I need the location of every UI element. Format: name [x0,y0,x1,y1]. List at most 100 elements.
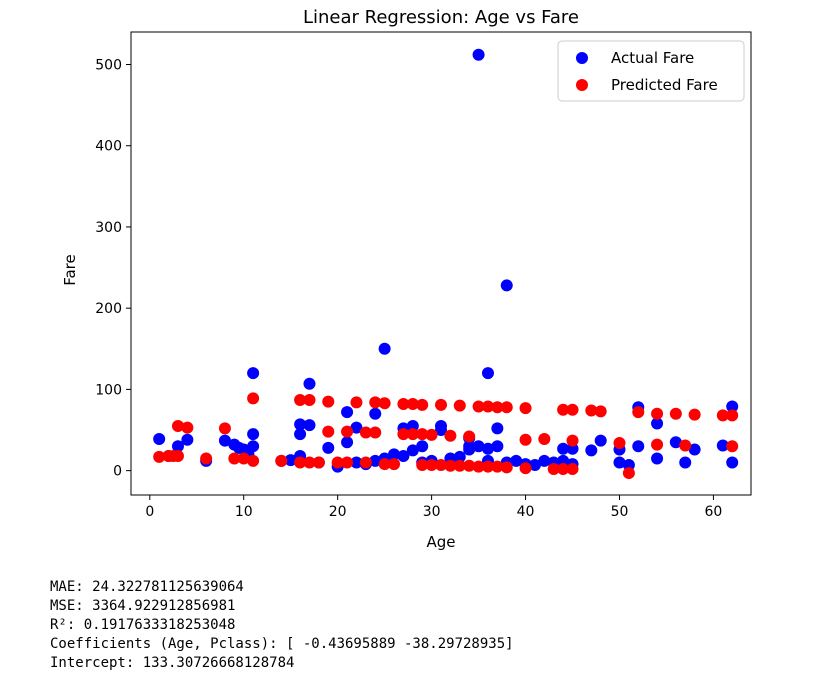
predicted-fare-point [247,454,260,467]
actual-fare-point [378,342,391,355]
plot-frame [130,31,752,496]
predicted-fare-point [463,459,476,472]
predicted-fare-point [594,405,607,418]
x-tick-label: 40 [517,504,535,520]
actual-fare-point [247,440,260,453]
series-actual-fare [153,48,739,473]
actual-fare-point [491,422,504,435]
predicted-fare-point [566,463,579,476]
legend-marker-predicted [576,79,588,91]
actual-fare-point [303,419,316,432]
predicted-fare-point [171,450,184,463]
predicted-fare-point [716,409,729,422]
scatter-chart: Linear Regression: Age vs Fare 0 10 20 30 40… [61,7,752,551]
predicted-fare-point [435,398,447,411]
y-axis-label: Fare [61,254,79,286]
x-tick-label: 0 [145,504,154,520]
legend: Actual Fare Predicted Fare [557,40,745,102]
predicted-fare-point [237,452,250,465]
actual-fare-point [613,456,626,469]
predicted-fare-point [294,393,307,406]
predicted-fare-point [472,400,485,413]
legend-label-predicted: Predicted Fare [611,76,718,94]
actual-fare-point [294,418,307,431]
y-tick-label: 500 [95,57,122,73]
predicted-fare-point [303,393,316,406]
predicted-fare-point [679,439,692,452]
actual-fare-point [472,440,485,453]
actual-fare-point [585,444,598,457]
predicted-fare-point [294,456,307,469]
actual-fare-point [218,434,231,447]
predicted-fare-point [557,463,570,476]
actual-fare-point [369,454,382,467]
actual-fare-point [453,450,466,463]
series-predicted-fare [153,392,739,480]
predicted-fare-point [341,425,354,438]
predicted-fare-point [350,396,363,409]
actual-fare-point [369,407,382,420]
predicted-fare-point [453,459,466,472]
actual-fare-point [181,433,194,446]
predicted-fare-point [519,433,532,446]
predicted-fare-point [557,403,570,416]
predicted-fare-point [181,421,194,434]
actual-fare-point [538,454,551,467]
predicted-fare-point [359,456,372,469]
actual-fare-point [284,454,297,467]
actual-fare-point [716,439,729,452]
actual-fare-point [322,441,335,454]
predicted-fare-point [519,462,532,475]
actual-fare-point [350,421,363,434]
predicted-fare-point [341,456,354,469]
predicted-fare-point [632,406,645,419]
data-points [153,48,739,480]
x-tick-label: 10 [235,504,253,520]
legend-label-actual: Actual Fare [611,49,694,67]
predicted-fare-point [218,422,231,435]
predicted-fare-point [228,452,241,465]
actual-fare-point [510,454,523,467]
predicted-fare-point [388,458,401,471]
predicted-fare-point [425,458,438,471]
actual-fare-point [726,456,739,469]
actual-fare-point [341,406,354,419]
predicted-fare-point [369,426,382,439]
predicted-fare-point [444,459,457,472]
predicted-fare-point [406,428,419,441]
actual-fare-point [594,434,607,447]
y-tick-label: 100 [95,382,122,398]
x-tick-label: 30 [423,504,441,520]
x-axis-label: Age [426,533,455,551]
x-axis-ticks: 0 10 20 30 40 50 60 [145,495,722,520]
actual-fare-point [247,367,260,380]
y-tick-label: 0 [113,464,122,480]
predicted-fare-point [622,467,635,480]
actual-fare-point [679,456,692,469]
actual-fare-point [350,456,363,469]
actual-fare-point [726,400,739,413]
predicted-fare-point [312,456,325,469]
predicted-fare-point [688,408,701,421]
predicted-fare-point [322,395,335,408]
y-tick-label: 200 [95,301,122,317]
predicted-fare-point [331,456,344,469]
predicted-fare-point [378,458,391,471]
predicted-fare-point [416,458,429,471]
legend-marker-actual [576,52,588,64]
actual-fare-point [688,443,701,456]
actual-fare-point [341,436,354,449]
predicted-fare-point [472,460,485,473]
predicted-fare-point [463,430,476,443]
actual-fare-point [388,448,401,461]
predicted-fare-point [500,461,513,474]
predicted-fare-point [171,419,184,432]
cell-output: MAE: 24.322781125639064 MSE: 3364.9229128… [50,578,514,673]
actual-fare-point [651,417,664,430]
x-tick-label: 20 [329,504,347,520]
predicted-fare-point [651,407,664,420]
actual-fare-point [171,440,184,453]
predicted-fare-point [247,392,260,405]
predicted-fare-point [425,428,438,441]
predicted-fare-point [378,397,391,410]
